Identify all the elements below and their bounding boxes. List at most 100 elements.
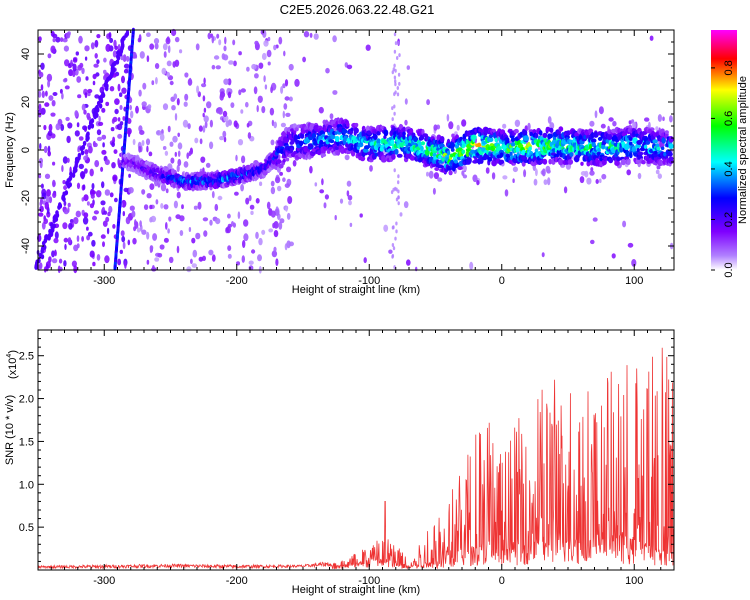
spectrogram-noise-cell: [90, 42, 95, 50]
spectrogram-noise-cell: [147, 104, 152, 109]
spectrogram-noise-cell: [211, 254, 216, 262]
spectrogram-noise-cell: [146, 231, 150, 240]
spectrogram-noise-cell: [461, 170, 465, 176]
spectrogram-ridge-cell: [437, 164, 443, 169]
spectrogram-ridge-cell: [629, 141, 633, 146]
spectrogram-noise-cell: [112, 174, 118, 182]
spectrogram-noise-cell: [39, 262, 43, 270]
spectrogram-noise-cell: [75, 51, 80, 56]
spectrogram-noise-cell: [390, 190, 394, 195]
spectrogram-noise-cell: [155, 77, 158, 85]
spectrogram-noise-cell: [187, 123, 191, 130]
spectrogram-noise-cell: [196, 85, 200, 94]
spectrogram-noise-cell: [594, 110, 598, 119]
spectrogram-noise-cell: [92, 261, 96, 267]
spectrogram-noise-cell: [85, 153, 89, 159]
spectrogram-noise-cell: [125, 216, 131, 225]
spectrogram-ridge-cell: [545, 126, 551, 132]
spectrogram-noise-cell: [112, 50, 117, 58]
spectrogram-noise-cell: [117, 158, 120, 166]
spectrogram-noise-cell: [84, 45, 90, 52]
spectrogram-ridge-cell: [538, 130, 543, 136]
spectrogram-noise-cell: [211, 191, 215, 199]
spectrogram-ridge-cell: [295, 127, 299, 132]
spectrogram-ridge-cell: [319, 139, 324, 146]
spectrogram-noise-cell: [81, 67, 85, 75]
spectrogram-noise-cell: [102, 142, 105, 148]
snr-y-ticks: 0.5 1.0 1.5 2.0 2.5: [19, 338, 674, 562]
spectrogram-noise-cell: [89, 250, 95, 258]
spectrogram-noise-cell: [176, 164, 180, 173]
spectrogram-noise-cell: [563, 186, 568, 194]
spectrogram-noise-cell: [120, 55, 125, 61]
spectrogram-noise-cell: [78, 136, 84, 141]
spectrogram-x-tick-label: 100: [625, 275, 643, 287]
spectrogram-noise-cell: [73, 217, 79, 225]
spectrogram-ridge-cell: [523, 159, 529, 163]
spectrogram-noise-cell: [219, 93, 224, 101]
spectrogram-noise-cell: [266, 201, 271, 210]
spectrogram-ridge-cell: [558, 158, 564, 166]
spectrogram-noise-cell: [590, 239, 595, 245]
spectrogram-noise-cell: [280, 86, 284, 94]
spectrogram-noise-cell: [549, 122, 555, 130]
spectrogram-noise-cell: [129, 205, 135, 211]
spectrogram-noise-cell: [223, 78, 229, 85]
spectrogram-ridge-cell: [420, 145, 424, 152]
snr-x-tick-label: -100: [358, 575, 380, 587]
spectrogram-noise-cell: [394, 41, 398, 46]
spectrogram-noise-cell: [202, 112, 205, 118]
spectrogram-streak-cell: [80, 150, 85, 156]
spectrogram-noise-cell: [284, 183, 290, 189]
spectrogram-noise-cell: [240, 109, 244, 114]
spectrogram-noise-cell: [632, 121, 637, 129]
spectrogram-ridge-cell: [399, 142, 404, 148]
spectrogram-noise-cell: [547, 116, 552, 124]
spectrogram-noise-cell: [40, 62, 45, 70]
spectrogram-noise-cell: [101, 134, 107, 140]
spectrogram-noise-cell: [504, 189, 509, 197]
spectrogram-noise-cell: [227, 245, 232, 252]
spectrogram-ridge-cell: [450, 147, 455, 152]
spectrogram-noise-cell: [154, 42, 159, 50]
spectrogram-noise-cell: [203, 77, 206, 85]
spectrogram-noise-cell: [146, 193, 152, 199]
spectrogram-noise-cell: [283, 50, 286, 57]
spectrogram-noise-cell: [145, 138, 151, 146]
snr-y-label: SNR (10 * v/v): [4, 395, 16, 465]
spectrogram-ridge-cell: [164, 167, 169, 172]
spectrogram-noise-cell: [122, 54, 127, 62]
spectrogram-noise-cell: [127, 239, 131, 246]
spectrogram-noise-cell: [101, 149, 107, 155]
spectrogram-noise-cell: [154, 63, 160, 69]
spectrogram-noise-cell: [44, 202, 49, 210]
spectrogram-ridge-cell: [628, 136, 633, 141]
spectrogram-noise-cell: [112, 136, 116, 144]
colorbar-tick-label: 0.8: [723, 60, 735, 75]
spectrogram-ridge-cell: [656, 146, 661, 151]
spectrogram-streak-cell: [72, 168, 77, 174]
spectrogram-noise-cell: [116, 123, 123, 131]
spectrogram-noise-cell: [246, 123, 250, 128]
spectrogram-noise-cell: [644, 117, 650, 122]
spectrogram-noise-cell: [270, 180, 275, 187]
spectrogram-noise-cell: [101, 107, 106, 113]
spectrogram-noise-cell: [43, 218, 48, 225]
spectrogram-noise-cell: [91, 239, 96, 247]
spectrogram-ridge-cell: [542, 132, 548, 138]
spectrogram-x-tick-label: 0: [499, 275, 505, 287]
spectrogram-ridge-cell: [547, 133, 553, 139]
spectrogram-noise-cell: [173, 200, 178, 209]
spectrogram-noise-cell: [51, 258, 58, 264]
spectrogram-noise-cell: [270, 86, 273, 94]
spectrogram-noise-cell: [63, 77, 68, 82]
spectrogram-noise-cell: [302, 56, 306, 63]
spectrogram-noise-cell: [294, 78, 300, 87]
colorbar-tick-label: 0.4: [723, 161, 735, 176]
spectrogram-noise-cell: [106, 227, 110, 235]
spectrogram-noise-cell: [162, 146, 167, 150]
spectrogram-noise-cell: [266, 49, 272, 58]
spectrogram-noise-cell: [631, 259, 637, 267]
spectrogram-noise-cell: [155, 130, 162, 136]
